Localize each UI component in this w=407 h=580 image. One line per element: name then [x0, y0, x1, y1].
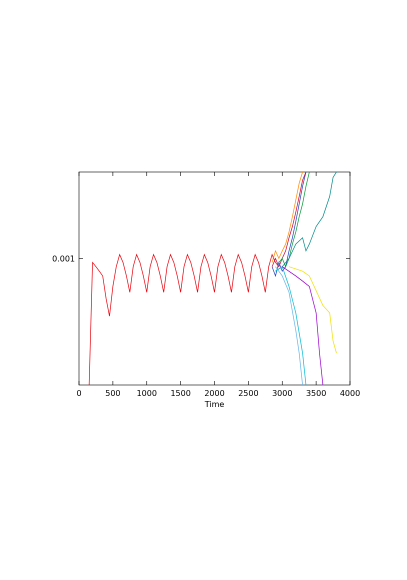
- y-tick-label: 0.001: [52, 254, 75, 263]
- x-tick-label: 500: [105, 389, 120, 398]
- x-tick-label: 2500: [238, 389, 258, 398]
- x-tick-label: 0: [76, 389, 81, 398]
- series-line: [282, 266, 324, 385]
- series-line: [278, 172, 310, 268]
- x-tick-label: 3000: [272, 389, 292, 398]
- x-tick-label: 2000: [204, 389, 224, 398]
- series-line: [288, 266, 337, 354]
- x-tick-label: 3500: [306, 389, 326, 398]
- plot-frame: [78, 171, 351, 386]
- series-line: [271, 172, 307, 278]
- plot-area: [88, 172, 337, 385]
- x-axis-label: Time: [204, 400, 225, 409]
- x-tick-label: 1500: [170, 389, 190, 398]
- series-line: [271, 172, 307, 268]
- series-line: [271, 172, 303, 263]
- series-line: [88, 253, 280, 385]
- x-tick-label: 1000: [137, 389, 157, 398]
- x-tick-label: 4000: [340, 389, 360, 398]
- series-line: [275, 266, 307, 385]
- series-line: [275, 266, 303, 385]
- series-line: [275, 172, 337, 272]
